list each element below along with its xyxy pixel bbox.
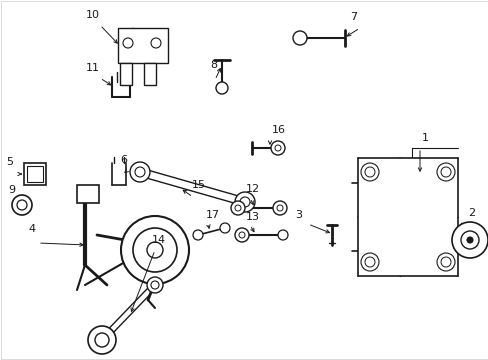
Text: 12: 12 [245,184,260,194]
Circle shape [130,162,150,182]
Circle shape [360,253,378,271]
Bar [77,185,99,203]
Circle shape [239,232,244,238]
Circle shape [95,333,109,347]
Circle shape [88,326,116,354]
Text: 7: 7 [349,12,356,22]
Text: 15: 15 [192,180,205,190]
Bar [118,28,168,63]
Circle shape [270,141,285,155]
Text: 9: 9 [8,185,15,195]
Text: 16: 16 [271,125,285,135]
Circle shape [451,222,487,258]
Circle shape [121,216,189,284]
Circle shape [364,257,374,267]
Text: 17: 17 [205,210,220,220]
Circle shape [235,192,254,212]
Circle shape [466,237,472,243]
Text: 1: 1 [421,133,428,143]
Circle shape [17,200,27,210]
Text: 11: 11 [86,63,100,73]
Circle shape [216,82,227,94]
Circle shape [364,167,374,177]
Text: 8: 8 [209,60,217,70]
Circle shape [151,38,161,48]
Circle shape [147,242,163,258]
Circle shape [276,205,283,211]
Text: 4: 4 [28,224,35,234]
Text: 6: 6 [120,155,127,165]
Circle shape [123,38,133,48]
Bar [143,63,156,85]
Circle shape [440,257,450,267]
Circle shape [272,201,286,215]
Circle shape [360,163,378,181]
Circle shape [147,277,163,293]
Circle shape [278,230,287,240]
Circle shape [235,205,241,211]
Bar [120,63,132,85]
Bar [357,158,457,276]
Circle shape [440,167,450,177]
Circle shape [460,231,478,249]
Circle shape [292,31,306,45]
Text: 13: 13 [245,212,260,222]
Text: 10: 10 [86,10,100,20]
Circle shape [436,253,454,271]
Circle shape [193,230,203,240]
Circle shape [240,197,249,207]
Circle shape [220,223,229,233]
Text: 3: 3 [294,210,302,220]
Circle shape [12,195,32,215]
Circle shape [436,163,454,181]
Bar [24,163,46,185]
Bar [27,166,43,182]
Text: 2: 2 [467,208,474,218]
Circle shape [133,228,177,272]
Text: 5: 5 [6,157,13,167]
Text: 14: 14 [152,235,166,245]
Circle shape [274,145,281,151]
Circle shape [235,228,248,242]
Circle shape [135,167,145,177]
Circle shape [151,281,159,289]
Circle shape [230,201,244,215]
